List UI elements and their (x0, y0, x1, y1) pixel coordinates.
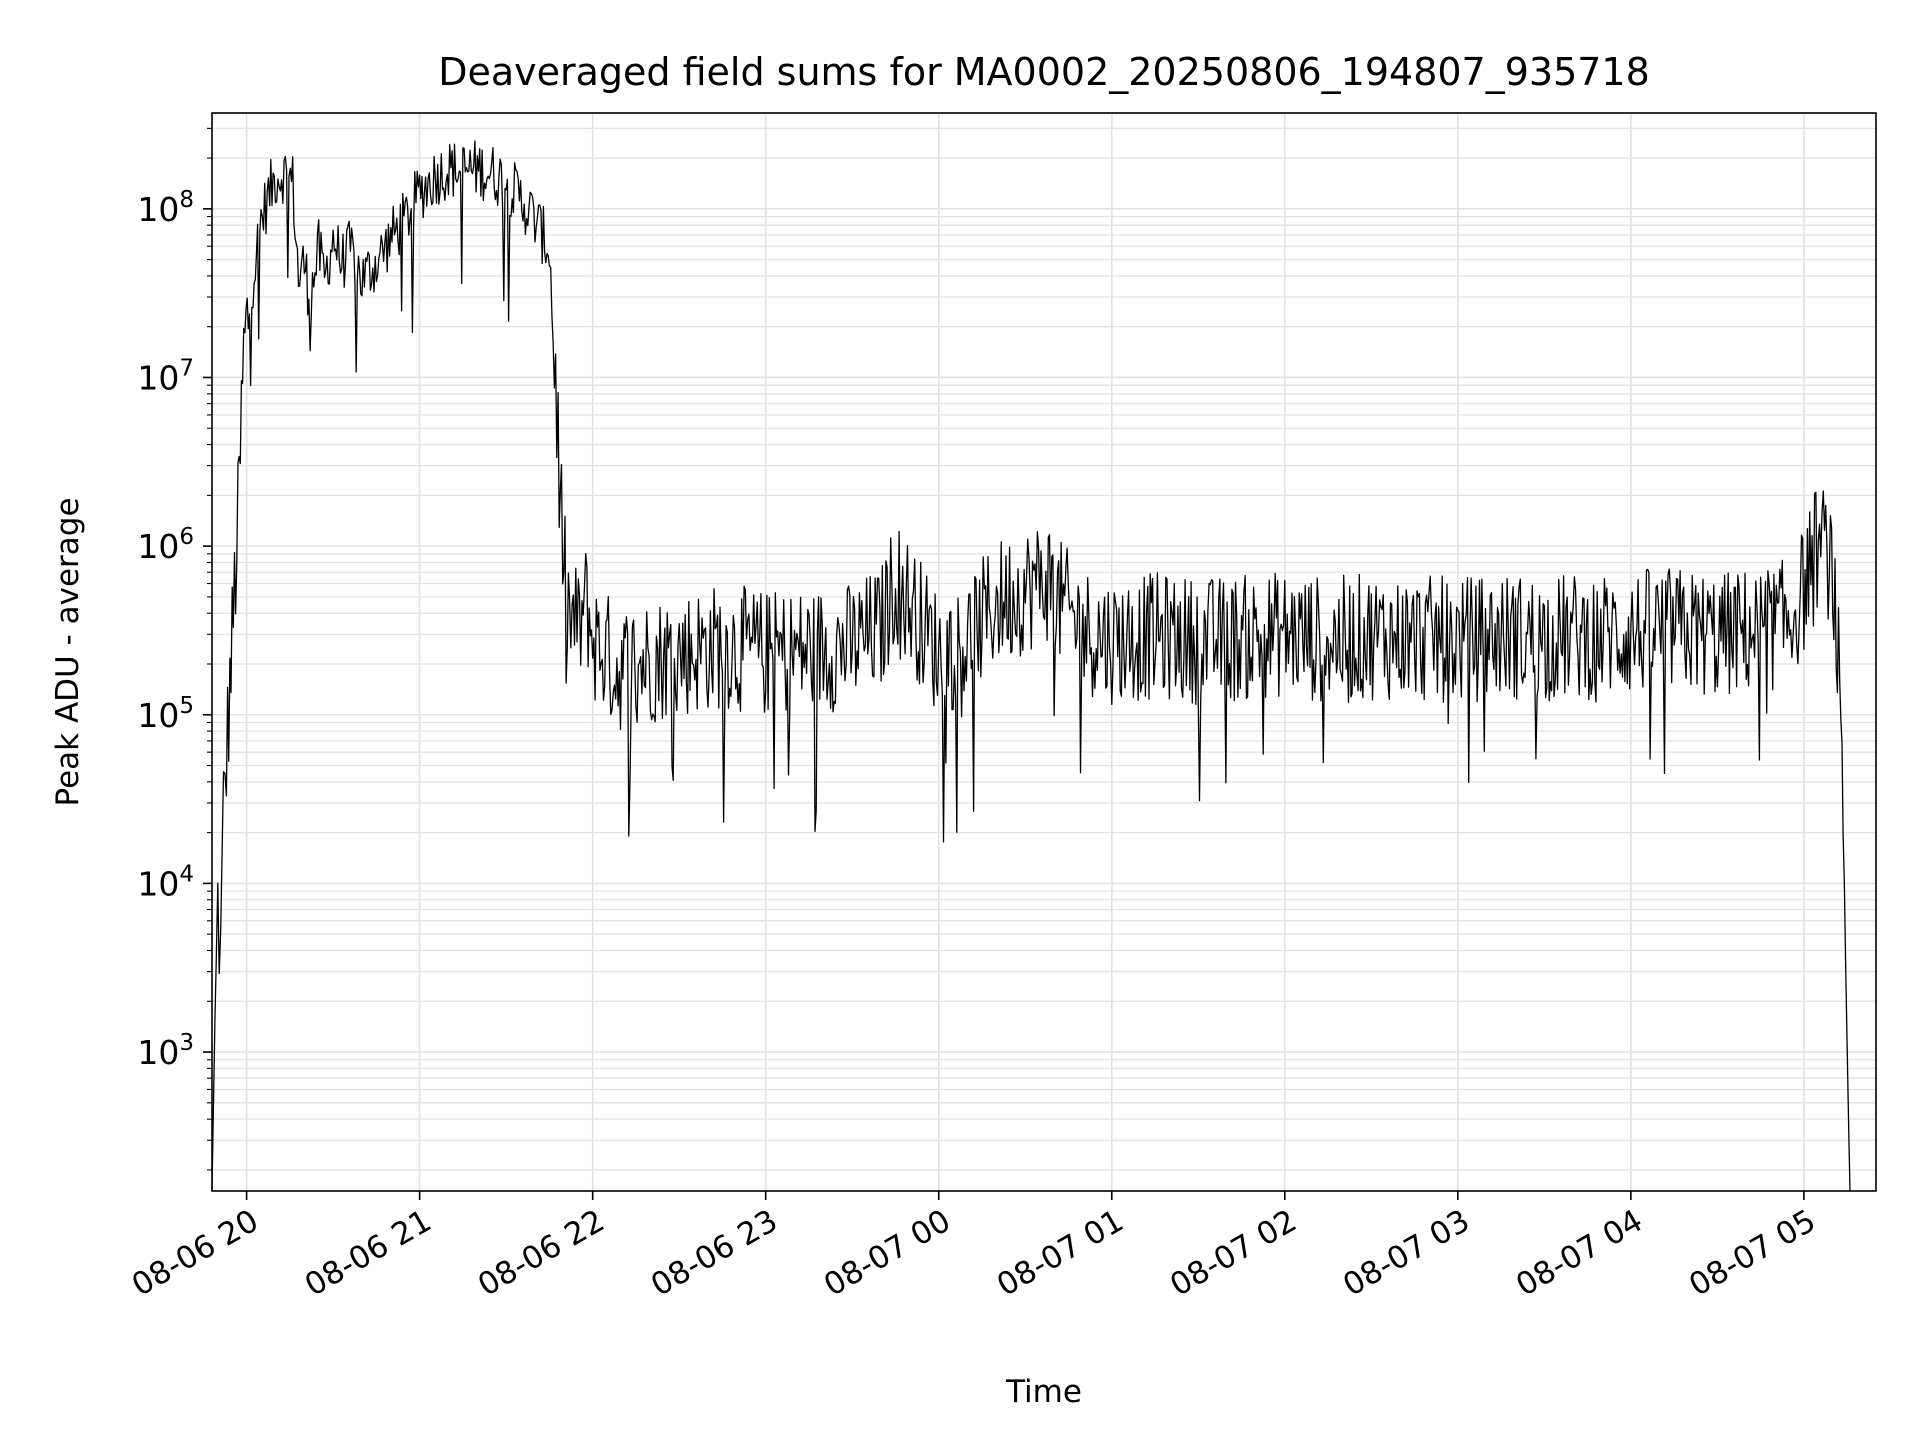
series-layer (211, 140, 1851, 1192)
y-tick-label: 108 (137, 187, 194, 229)
y-tick-label: 107 (137, 355, 194, 397)
y-tick-label: 103 (137, 1030, 194, 1072)
x-axis-label: Time (1005, 1374, 1082, 1410)
y-tick-label: 104 (137, 861, 194, 903)
series-line (211, 140, 1851, 1192)
y-axis-label: Peak ADU - average (50, 497, 86, 806)
grid-lines (212, 113, 1876, 1191)
y-tick-label: 106 (137, 524, 194, 566)
chart-title: Deaveraged field sums for MA0002_2025080… (438, 50, 1650, 94)
y-tick-label: 105 (137, 693, 194, 735)
plot-frame (211, 112, 1877, 1192)
y-axis-ticks: 103 104 105 106 107 108 (137, 127, 212, 1171)
